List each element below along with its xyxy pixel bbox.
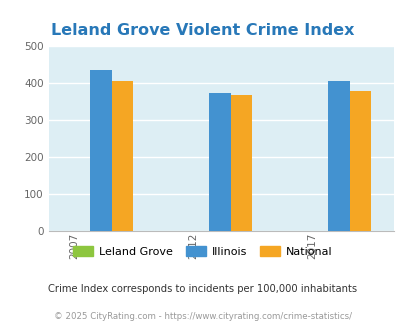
Bar <box>90 70 111 231</box>
Bar <box>349 90 370 231</box>
Text: Crime Index corresponds to incidents per 100,000 inhabitants: Crime Index corresponds to incidents per… <box>48 284 357 294</box>
Bar <box>111 81 133 231</box>
Bar <box>230 95 252 231</box>
Text: © 2025 CityRating.com - https://www.cityrating.com/crime-statistics/: © 2025 CityRating.com - https://www.city… <box>54 313 351 321</box>
Bar <box>328 81 349 231</box>
Bar <box>209 93 230 231</box>
Legend: Leland Grove, Illinois, National: Leland Grove, Illinois, National <box>69 242 336 261</box>
Text: Leland Grove Violent Crime Index: Leland Grove Violent Crime Index <box>51 23 354 38</box>
